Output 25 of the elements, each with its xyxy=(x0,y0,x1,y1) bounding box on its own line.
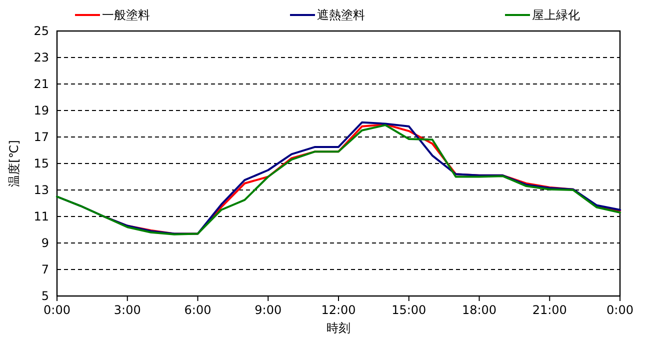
x-tick-label: 18:00 xyxy=(462,303,497,317)
x-tick-label: 9:00 xyxy=(254,303,282,317)
y-tick-label: 23 xyxy=(34,50,49,64)
legend-label: 屋上緑化 xyxy=(532,8,580,22)
x-tick-label: 12:00 xyxy=(321,303,356,317)
y-tick-label: 17 xyxy=(34,130,49,144)
legend-label: 遮熱塗料 xyxy=(317,8,365,22)
y-tick-label: 7 xyxy=(41,262,49,276)
y-tick-label: 13 xyxy=(34,183,49,197)
y-tick-label: 25 xyxy=(34,24,49,38)
y-tick-label: 15 xyxy=(34,156,49,170)
x-tick-label: 0:00 xyxy=(606,303,634,317)
x-tick-label: 21:00 xyxy=(532,303,567,317)
y-tick-label: 11 xyxy=(34,210,49,224)
x-axis-title: 時刻 xyxy=(326,321,350,335)
y-tick-label: 9 xyxy=(41,236,49,250)
y-tick-label: 21 xyxy=(34,77,49,91)
legend-label: 一般塗料 xyxy=(102,8,150,22)
x-tick-label: 6:00 xyxy=(184,303,212,317)
x-tick-label: 15:00 xyxy=(392,303,426,317)
x-tick-label: 0:00 xyxy=(44,303,70,317)
y-tick-label: 19 xyxy=(34,104,49,118)
y-tick-label: 5 xyxy=(41,289,49,303)
y-axis-title: 温度[℃] xyxy=(7,140,21,187)
x-tick-label: 3:00 xyxy=(114,303,141,317)
